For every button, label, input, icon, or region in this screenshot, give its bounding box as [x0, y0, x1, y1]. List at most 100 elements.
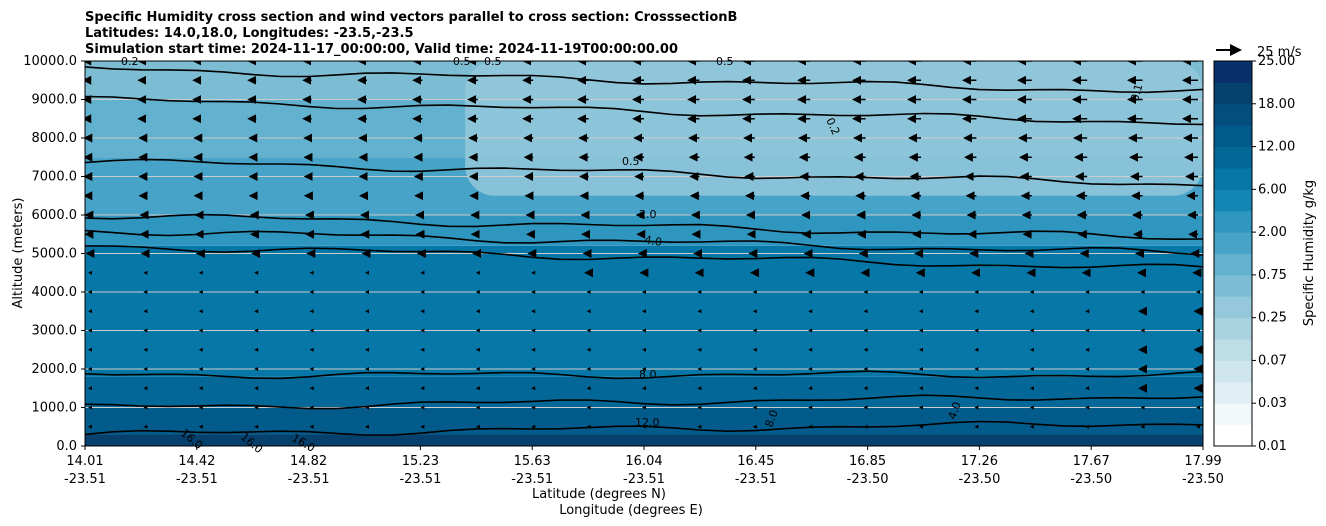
- x-tick-label-lat: 14.82: [290, 454, 327, 469]
- wind-arrow: [475, 386, 480, 391]
- y-tick-label: 0.0: [56, 439, 77, 454]
- wind-arrow: [919, 290, 923, 294]
- wind-arrow: [974, 309, 979, 314]
- wind-arrow: [309, 405, 314, 410]
- wind-arrow: [1085, 386, 1090, 391]
- colorbar-tick-label: 18.00: [1258, 97, 1295, 112]
- wind-arrow: [420, 270, 425, 275]
- x-tick-label-lat: 14.01: [66, 454, 103, 469]
- wind-arrow: [475, 405, 480, 410]
- colorbar-swatch: [1214, 339, 1252, 361]
- wind-arrow: [198, 328, 203, 333]
- x-tick-label-lon: -23.50: [847, 472, 889, 487]
- wind-arrow: [974, 367, 979, 371]
- wind-arrow: [198, 270, 203, 275]
- wind-arrow: [808, 424, 813, 429]
- colorbar-swatch: [1214, 317, 1252, 340]
- colorbar-swatch: [1214, 403, 1252, 426]
- wind-arrow: [1196, 424, 1200, 429]
- wind-arrow: [752, 386, 757, 391]
- wind-arrow: [752, 347, 757, 352]
- wind-arrow: [642, 290, 646, 294]
- wind-arrow: [420, 328, 425, 333]
- colorbar-swatch: [1214, 232, 1252, 254]
- wind-arrow: [143, 405, 148, 410]
- wind-arrow: [1029, 309, 1034, 314]
- colorbar-tick-label: 0.25: [1258, 311, 1287, 326]
- colorbar-swatch: [1214, 146, 1252, 169]
- y-tick-label: 10000.0: [23, 54, 77, 69]
- wind-arrow: [1085, 290, 1090, 294]
- wind-arrow: [697, 367, 702, 371]
- wind-arrow: [586, 405, 591, 410]
- x-tick-label-lon: -23.51: [511, 472, 553, 487]
- wind-arrow: [420, 367, 425, 371]
- wind-arrow: [254, 270, 259, 275]
- colorbar-swatch: [1214, 103, 1252, 126]
- contour-line: [85, 95, 1203, 126]
- wind-arrow: [309, 424, 314, 429]
- wind-arrow: [642, 309, 646, 314]
- wind-arrow: [475, 328, 480, 333]
- x-axis-label-latitude: Latitude (degrees N): [532, 487, 666, 502]
- wind-arrow: [919, 424, 923, 429]
- wind-arrow: [586, 328, 591, 333]
- wind-arrow: [198, 405, 203, 410]
- wind-arrow: [752, 328, 757, 333]
- y-tick-label: 8000.0: [32, 131, 78, 146]
- wind-arrow: [1029, 424, 1034, 429]
- wind-arrow: [143, 347, 148, 352]
- wind-arrow: [919, 405, 923, 410]
- colorbar-swatch: [1214, 360, 1252, 383]
- wind-arrow: [143, 424, 148, 429]
- colorbar-swatch: [1214, 82, 1252, 105]
- wind-arrow: [475, 270, 480, 275]
- wind-arrow: [309, 328, 314, 333]
- wind-arrow: [309, 270, 314, 275]
- wind-arrow: [863, 424, 868, 429]
- x-tick-label-lat: 17.99: [1184, 454, 1221, 469]
- wind-arrow: [254, 328, 259, 333]
- colorbar-swatch: [1214, 125, 1252, 148]
- wind-arrow: [642, 424, 646, 429]
- wind-arrow: [365, 386, 369, 391]
- wind-arrow: [1029, 367, 1034, 371]
- contour-label: 8.0: [639, 368, 657, 381]
- wind-arrow: [863, 347, 868, 352]
- wind-arrow: [919, 347, 923, 352]
- y-tick-label: 6000.0: [32, 208, 78, 223]
- wind-arrow: [88, 290, 92, 294]
- y-tick-label: 9000.0: [32, 93, 78, 108]
- wind-arrow: [88, 367, 92, 371]
- wind-arrow: [586, 347, 591, 352]
- wind-arrow: [365, 405, 369, 410]
- wind-arrow: [697, 424, 702, 429]
- wind-arrow: [365, 290, 369, 294]
- wind-arrow: [475, 424, 480, 429]
- wind-arrow: [863, 290, 868, 294]
- chart-title-line-2: Latitudes: 14.0,18.0, Longitudes: -23.5,…: [85, 26, 414, 41]
- contour-label: 0.1: [1128, 83, 1145, 103]
- wind-arrow: [808, 290, 813, 294]
- y-tick-label: 4000.0: [32, 285, 78, 300]
- wind-arrow: [143, 270, 148, 275]
- x-tick-label-lat: 15.63: [514, 454, 551, 469]
- wind-arrow: [531, 405, 536, 410]
- wind-arrow: [254, 347, 259, 352]
- contour-label: 0.5: [453, 55, 471, 68]
- x-tick-label-lon: -23.50: [1070, 472, 1112, 487]
- chart-title-line-1: Specific Humidity cross section and wind…: [85, 10, 737, 25]
- wind-arrow: [143, 367, 148, 371]
- wind-arrow: [1085, 328, 1090, 333]
- contour-label: 2.0: [639, 208, 657, 221]
- wind-arrow: [919, 386, 923, 391]
- wind-arrow: [531, 290, 536, 294]
- colorbar-swatch: [1214, 296, 1252, 319]
- x-axis-label-longitude: Longitude (degrees E): [559, 503, 703, 518]
- wind-vectors: [85, 61, 1203, 429]
- wind-arrow: [808, 347, 813, 352]
- wind-arrow: [697, 309, 702, 314]
- wind-arrow: [198, 424, 203, 429]
- humidity-band: [85, 407, 1203, 435]
